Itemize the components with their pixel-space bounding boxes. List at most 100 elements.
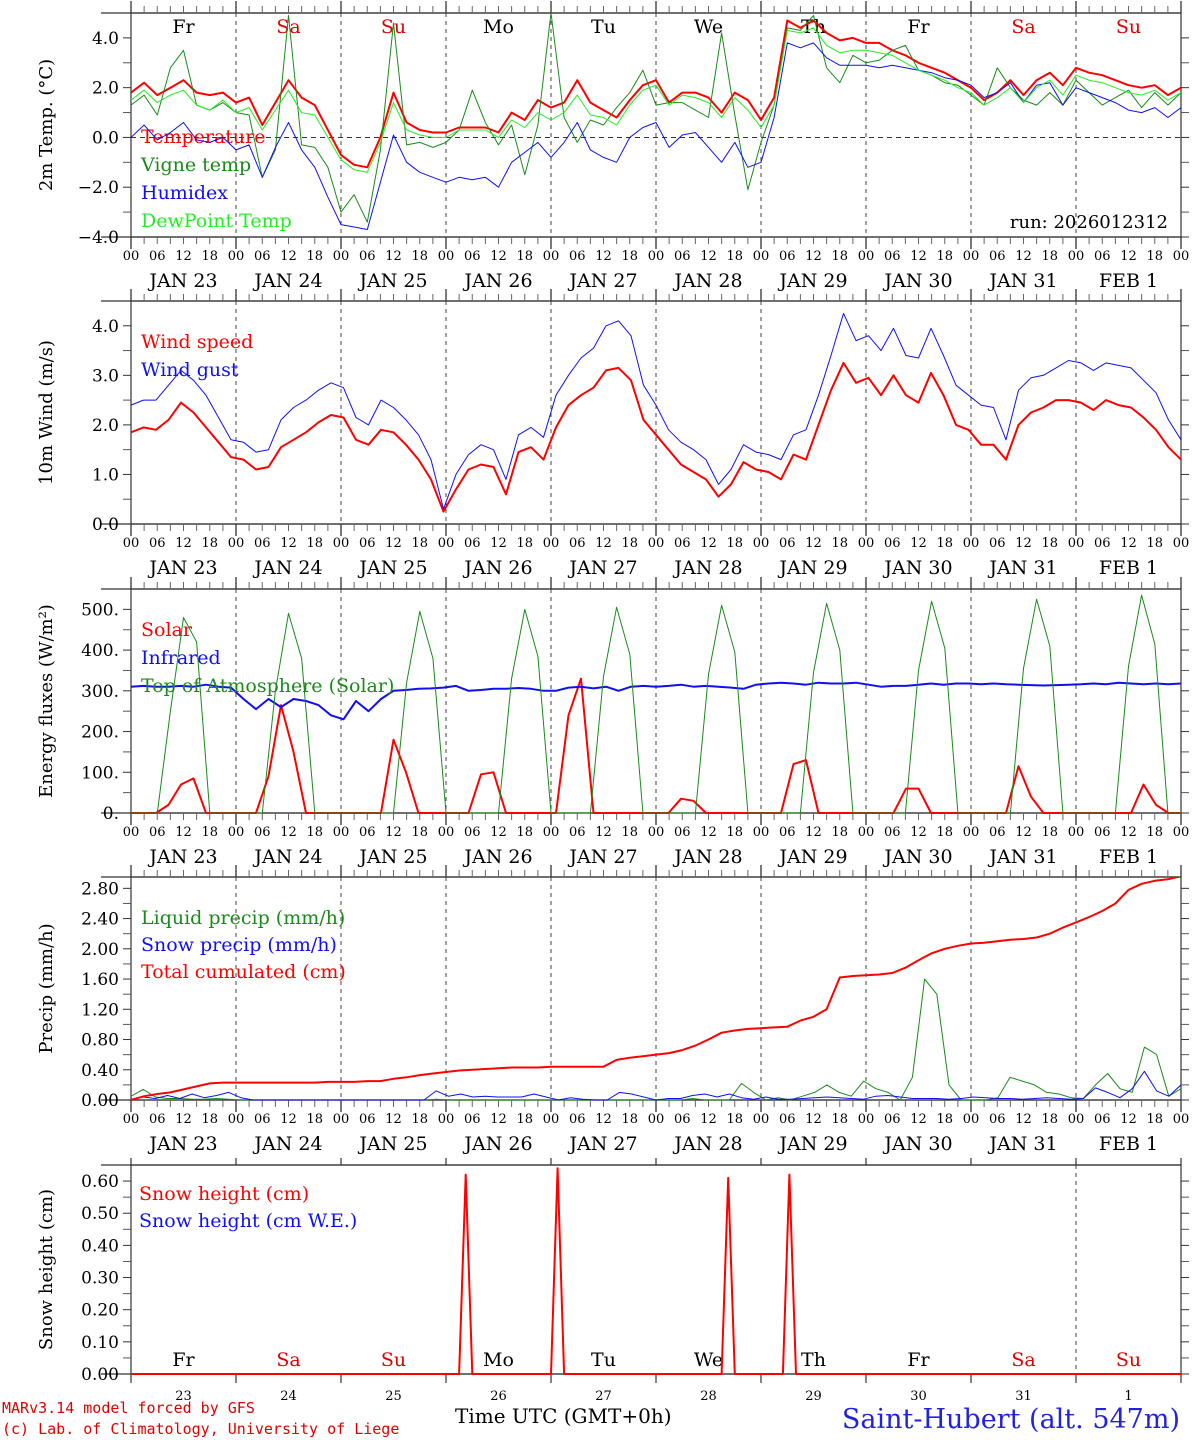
- hour-label: 18: [201, 536, 218, 551]
- date-label: JAN 25: [357, 1133, 427, 1155]
- y-tick-label: 400.: [81, 641, 119, 661]
- day-number-label: 1: [1124, 1389, 1132, 1404]
- hour-label: 06: [884, 249, 901, 264]
- y-tick-label: 2.0: [92, 416, 119, 436]
- hour-label: 12: [175, 1112, 192, 1127]
- hour-label: 12: [595, 825, 612, 840]
- hour-label: 06: [779, 1112, 796, 1127]
- date-label: JAN 31: [987, 270, 1057, 292]
- hour-label: 00: [228, 536, 245, 551]
- weekday-label: Sa: [1011, 16, 1035, 38]
- hour-label: 06: [359, 249, 376, 264]
- panel-5: 0.60 0.50 0.40 0.30 0.20 0.10 0.00 Snow height …: [36, 1158, 1189, 1404]
- hour-label: 18: [621, 1112, 638, 1127]
- series-line-wind-gust: [131, 312, 1181, 510]
- y-tick-label: 2.80: [81, 879, 119, 899]
- y-axis-label: Precip (mm/h): [36, 923, 57, 1053]
- hour-label: 18: [411, 1112, 428, 1127]
- panel-3: 500. 400. 300. 200. 100. 0. Energy fluxes (W/m…: [36, 577, 1189, 868]
- hour-label: 12: [700, 536, 717, 551]
- y-tick-label: 0.0: [92, 128, 119, 148]
- y-tick-label: 300.: [81, 682, 119, 702]
- hour-label: 18: [516, 536, 533, 551]
- y-tick-label: 1.60: [81, 970, 119, 990]
- hour-label: 06: [149, 825, 166, 840]
- hour-label: 18: [936, 249, 953, 264]
- hour-label: 18: [516, 825, 533, 840]
- hour-label: 12: [910, 825, 927, 840]
- model-credit: MARv3.14 model forced by GFS: [2, 1399, 255, 1417]
- date-label: JAN 24: [252, 557, 322, 579]
- hour-label: 00: [1068, 536, 1085, 551]
- hour-label: 12: [385, 249, 402, 264]
- y-tick-label: 2.0: [92, 79, 119, 99]
- hour-label: 00: [543, 825, 560, 840]
- weekday-label: Fr: [172, 16, 195, 38]
- hour-label: 06: [149, 249, 166, 264]
- weekday-label: Fr: [172, 1349, 195, 1371]
- hour-label: 06: [674, 1112, 691, 1127]
- hour-label: 18: [306, 1112, 323, 1127]
- hour-label: 06: [1094, 249, 1111, 264]
- hour-label: 00: [543, 249, 560, 264]
- hour-label: 12: [700, 1112, 717, 1127]
- series-line-vigne-temp: [131, 13, 1181, 223]
- date-label: JAN 23: [147, 557, 217, 579]
- hour-label: 00: [963, 249, 980, 264]
- hour-label: 00: [333, 536, 350, 551]
- y-tick-label: 2.40: [81, 910, 119, 930]
- hour-label: 00: [858, 249, 875, 264]
- y-tick-label: 0.80: [81, 1031, 119, 1051]
- hour-label: 00: [228, 825, 245, 840]
- hour-label: 18: [621, 536, 638, 551]
- series-line-humidex: [131, 42, 1181, 230]
- hour-label: 18: [1146, 249, 1163, 264]
- hour-label: 00: [123, 825, 140, 840]
- series-line-snow-precip-mm-h-: [131, 1070, 1181, 1101]
- hour-label: 06: [884, 536, 901, 551]
- day-ticks: [130, 865, 1182, 1112]
- hour-label: 06: [149, 1112, 166, 1127]
- y-axis-label: Snow height (cm): [36, 1189, 57, 1350]
- hour-label: 00: [648, 249, 665, 264]
- date-label: JAN 26: [462, 557, 532, 579]
- hour-label: 18: [1146, 1112, 1163, 1127]
- legend-entry: Solar: [141, 619, 193, 641]
- hour-label: 12: [910, 249, 927, 264]
- hour-label: 12: [910, 1112, 927, 1127]
- hour-label: 18: [726, 536, 743, 551]
- hour-label: 06: [779, 536, 796, 551]
- date-label: JAN 30: [882, 1133, 952, 1155]
- hour-label: 06: [359, 1112, 376, 1127]
- hour-label: 18: [831, 825, 848, 840]
- hour-label: 00: [963, 1112, 980, 1127]
- date-label: JAN 28: [672, 270, 742, 292]
- date-label: JAN 25: [357, 557, 427, 579]
- y-tick-label: 0.00: [81, 1091, 119, 1111]
- run-annotation: run: 2026012312: [1010, 212, 1168, 233]
- weekday-label: Su: [1116, 1349, 1141, 1371]
- weekday-label: Sa: [276, 1349, 300, 1371]
- series-line-infrared: [131, 681, 1181, 721]
- time-axis-label: Time UTC (GMT+0h): [455, 1404, 672, 1428]
- hour-label: 12: [280, 825, 297, 840]
- y-tick-label: 0.60: [81, 1172, 119, 1192]
- hour-label: 12: [595, 536, 612, 551]
- legend-entry: Vigne temp: [140, 154, 251, 176]
- y-tick-label: 4.0: [92, 29, 119, 49]
- hour-label: 00: [438, 249, 455, 264]
- hour-label: 00: [228, 1112, 245, 1127]
- hour-label: 12: [1120, 825, 1137, 840]
- hour-label: 06: [674, 249, 691, 264]
- hour-label: 00: [438, 825, 455, 840]
- hour-label: 00: [648, 1112, 665, 1127]
- hour-label: 18: [726, 825, 743, 840]
- hour-label: 12: [805, 825, 822, 840]
- y-tick-label: 2.00: [81, 940, 119, 960]
- hour-label: 06: [359, 825, 376, 840]
- hour-label: 12: [1120, 249, 1137, 264]
- weekday-label: Su: [1116, 16, 1141, 38]
- hour-label: 18: [831, 249, 848, 264]
- date-label: JAN 29: [777, 270, 847, 292]
- day-ticks: [130, 1, 1182, 249]
